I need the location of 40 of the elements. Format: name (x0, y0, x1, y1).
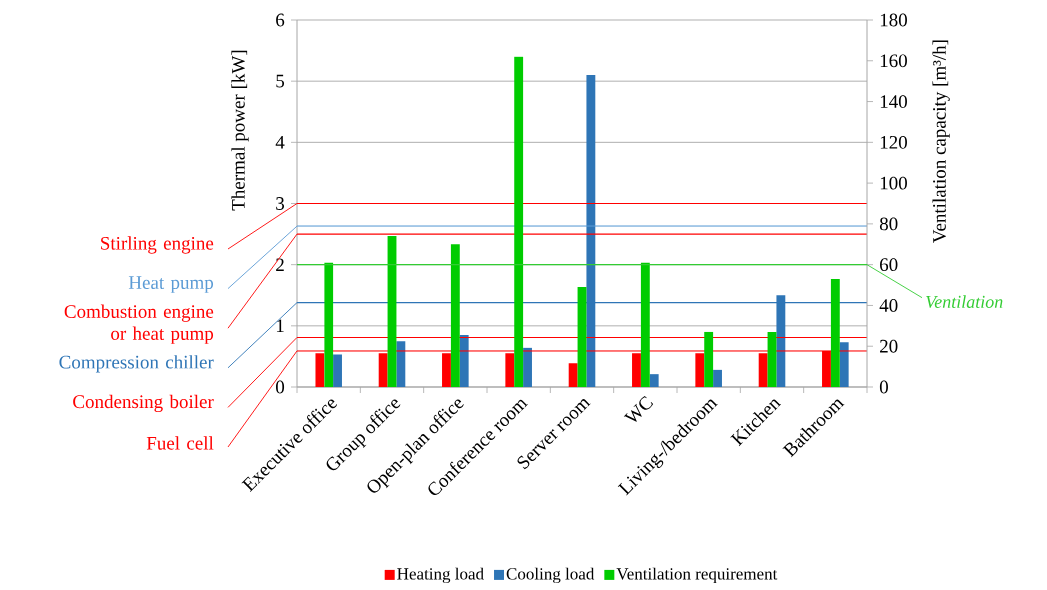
bar (830, 278, 840, 387)
ref-line-label: Fuel cell (146, 436, 214, 450)
y2-tick-label: 0 (879, 380, 888, 394)
y2-tick-label: 80 (879, 217, 898, 231)
y-tick-label: 1 (276, 319, 284, 333)
y2-tick-label: 40 (879, 299, 898, 312)
bar (523, 347, 532, 387)
legend-label: Ventilation requirement (616, 567, 778, 584)
bar (649, 374, 659, 387)
bar (640, 262, 650, 387)
bar (568, 363, 578, 387)
y2-tick-label: 60 (880, 258, 898, 272)
bar (396, 341, 406, 387)
bar (514, 56, 524, 387)
y-tick-label: 6 (276, 13, 285, 27)
y-tick-label: 5 (276, 74, 285, 88)
ref-line-label: Condensing boiler (73, 394, 214, 413)
y-tick-label: 2 (276, 258, 284, 271)
bar (387, 236, 397, 387)
y2-axis-title: Ventilation capacity [m³/h] (932, 40, 950, 243)
y-tick-label: 3 (276, 197, 285, 210)
ref-line-label: Compression chiller (59, 355, 214, 373)
y-tick-label: 0 (276, 380, 285, 394)
y-axis-title: Thermal power [kW] (231, 50, 249, 211)
y2-tick-label: 140 (880, 95, 907, 108)
y2-tick-label: 100 (880, 176, 907, 190)
y2-tick-label: 20 (880, 339, 898, 353)
y2-tick-label: 180 (880, 13, 907, 27)
bar (450, 244, 460, 387)
bar (333, 354, 342, 387)
y2-tick-label: 160 (880, 54, 907, 68)
y-tick-label: 4 (275, 136, 285, 149)
bar (577, 287, 587, 387)
ref-line-label: Heat pump (128, 276, 214, 293)
ref-line-label: Ventilation (926, 295, 1003, 309)
ref-line-label: Combustion engine or heat pump (64, 304, 214, 344)
y2-tick-label: 120 (880, 135, 907, 149)
ref-line-label: Stirling engine (101, 236, 214, 254)
legend-label: Heating load (397, 567, 484, 584)
legend-label: Cooling load (506, 567, 595, 584)
